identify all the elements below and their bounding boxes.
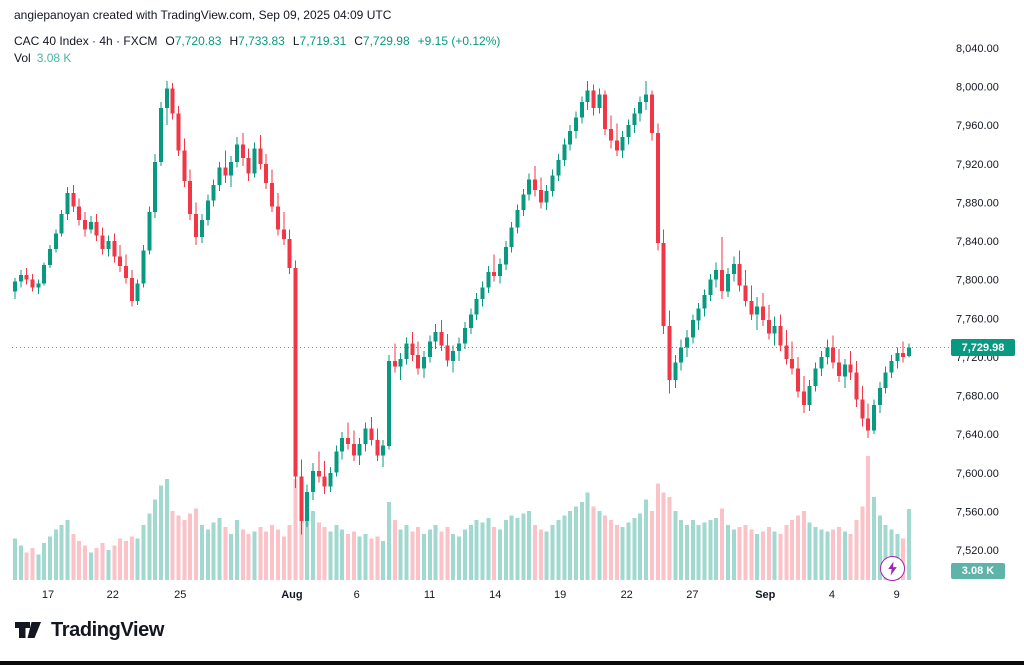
svg-text:Aug: Aug — [281, 589, 302, 601]
volume-badge: 3.08 K — [951, 563, 1005, 579]
ohlc-high-value: 7,733.83 — [238, 34, 285, 48]
svg-text:19: 19 — [554, 589, 566, 601]
svg-text:Sep: Sep — [755, 589, 775, 601]
svg-text:7,840.00: 7,840.00 — [956, 236, 999, 248]
chart-legend: CAC 40 Index · 4h · FXCM O7,720.83 H7,733.… — [14, 33, 500, 67]
bottom-border — [0, 661, 1024, 665]
attribution-text: angiepanoyan created with TradingView.co… — [14, 8, 392, 22]
lightning-icon — [888, 561, 897, 576]
price-scale[interactable] — [948, 0, 1024, 585]
ohlc-close-value: 7,729.98 — [362, 34, 410, 48]
tradingview-footer[interactable]: TradingView — [14, 617, 164, 643]
svg-text:17: 17 — [42, 589, 54, 601]
svg-text:7,560.00: 7,560.00 — [956, 506, 999, 518]
symbol-title[interactable]: CAC 40 Index · 4h · FXCM — [14, 34, 158, 48]
price-change: +9.15 (+0.12%) — [417, 34, 501, 48]
svg-text:7,600.00: 7,600.00 — [956, 468, 999, 480]
svg-text:7,960.00: 7,960.00 — [956, 120, 999, 132]
legend-symbol-row: CAC 40 Index · 4h · FXCM O7,720.83 H7,733.… — [14, 33, 500, 50]
tradingview-wordmark: TradingView — [51, 618, 165, 641]
svg-text:8,000.00: 8,000.00 — [956, 82, 999, 94]
svg-text:22: 22 — [107, 589, 119, 601]
svg-text:7,680.00: 7,680.00 — [956, 391, 999, 403]
svg-text:7,640.00: 7,640.00 — [956, 429, 999, 441]
svg-text:14: 14 — [489, 589, 501, 601]
ohlc-open-key: O — [165, 34, 175, 48]
svg-text:7,520.00: 7,520.00 — [956, 545, 999, 557]
svg-text:9: 9 — [894, 589, 900, 601]
svg-text:6: 6 — [354, 589, 360, 601]
volume-label: Vol — [14, 51, 31, 65]
legend-volume-row: Vol 3.08 K — [14, 50, 500, 67]
ohlc-close-key: C — [354, 34, 363, 48]
svg-text:7,800.00: 7,800.00 — [956, 275, 999, 287]
ohlc-low-value: 7,719.31 — [299, 34, 347, 48]
svg-text:7,920.00: 7,920.00 — [956, 159, 999, 171]
svg-text:27: 27 — [686, 589, 698, 601]
svg-text:8,040.00: 8,040.00 — [956, 43, 999, 55]
last-price-badge: 7,729.98 — [951, 339, 1015, 356]
svg-text:7,760.00: 7,760.00 — [956, 313, 999, 325]
svg-text:4: 4 — [829, 589, 835, 601]
svg-text:22: 22 — [621, 589, 633, 601]
ohlc-low-key: L — [292, 34, 300, 48]
tradingview-logo-icon — [15, 622, 41, 638]
svg-text:7,880.00: 7,880.00 — [956, 198, 999, 210]
time-scale[interactable] — [0, 585, 948, 611]
volume-value: 3.08 K — [36, 51, 72, 65]
svg-text:25: 25 — [174, 589, 186, 601]
lightning-button[interactable] — [880, 556, 905, 581]
price-chart[interactable]: 8,040.00 8,000.00 7,960.00 7,920.00 7,880.00… — [0, 0, 1024, 612]
svg-text:11: 11 — [424, 589, 435, 601]
ohlc-high-key: H — [229, 34, 239, 48]
ohlc-open-value: 7,720.83 — [174, 34, 222, 48]
